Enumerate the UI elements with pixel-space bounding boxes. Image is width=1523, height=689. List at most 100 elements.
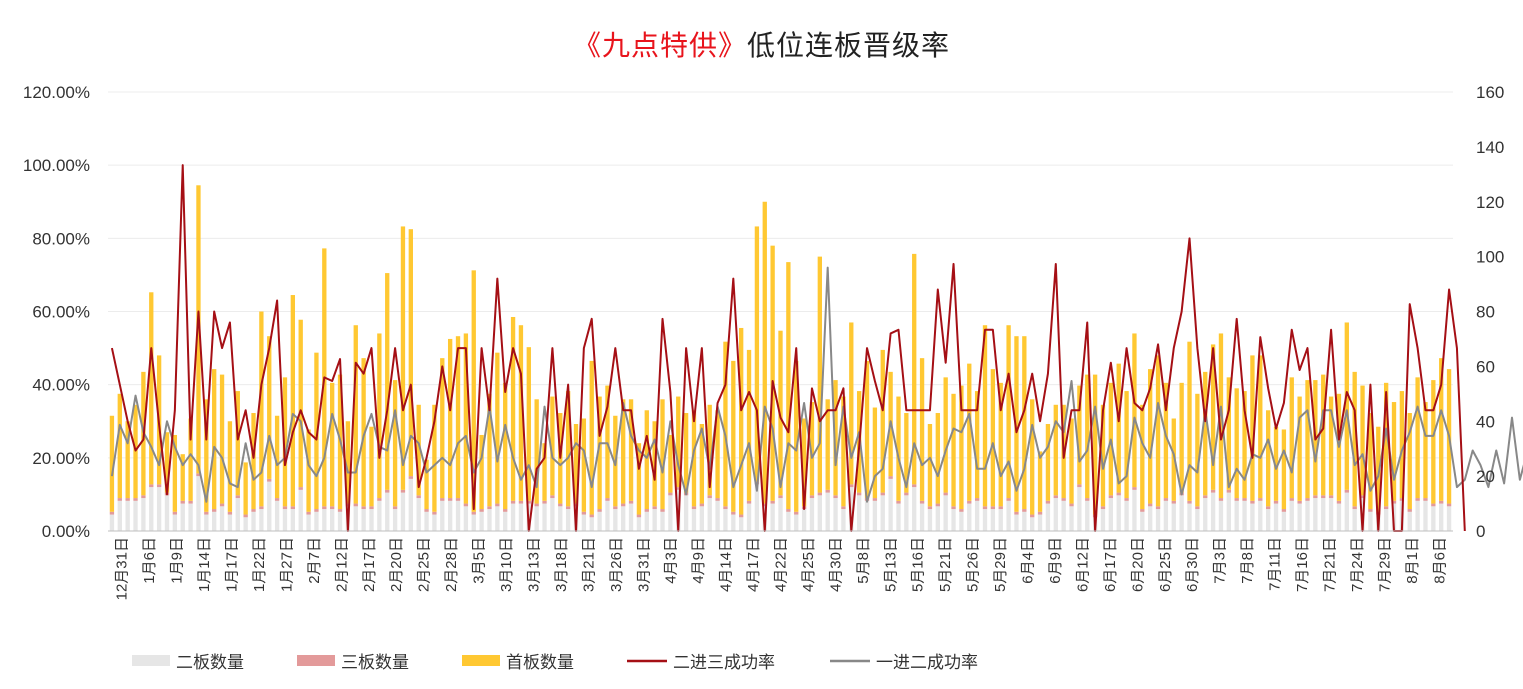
bar-sanban (935, 503, 940, 507)
bar-sanban (1439, 500, 1444, 504)
bar-erban (691, 509, 697, 531)
bar-erban (1069, 506, 1074, 531)
bar-erban (479, 511, 484, 531)
bar-erban (683, 495, 689, 531)
y-left-tick-label: 0.00% (42, 522, 90, 541)
x-tick-label: 4月17日 (745, 537, 762, 592)
bar-sanban (235, 495, 240, 499)
bar-shouban (447, 338, 453, 499)
bar-shouban (974, 391, 980, 499)
bar-sanban (1085, 498, 1090, 501)
bar-sanban (597, 509, 602, 512)
bar-sanban (156, 484, 162, 488)
bar-erban (746, 503, 752, 531)
x-tick-label: 6月30日 (1184, 537, 1201, 592)
y-right-tick-label: 100 (1476, 248, 1504, 267)
bar-shouban (1258, 355, 1263, 499)
line-erjin-success-rate (110, 164, 1466, 532)
bar-erban (503, 511, 508, 531)
bar-erban (1423, 500, 1428, 531)
bar-erban (565, 509, 571, 531)
bar-sanban (621, 503, 626, 507)
bar-sanban (880, 492, 885, 496)
bar-shouban (872, 407, 878, 499)
x-tick-label: 5月21日 (937, 537, 954, 592)
y-right-tick-label: 140 (1476, 138, 1504, 157)
bar-sanban (392, 506, 398, 510)
bar-shouban (1014, 336, 1019, 512)
bar-sanban (385, 489, 390, 493)
bar-shouban (699, 423, 705, 504)
y-left-tick-label: 80.00% (32, 229, 90, 248)
bar-sanban (1344, 489, 1349, 493)
bar-shouban (1030, 399, 1035, 515)
bar-shouban (274, 415, 280, 499)
bar-erban (125, 500, 130, 531)
bar-shouban (534, 399, 539, 504)
bar-shouban (621, 399, 626, 504)
x-tick-label: 3月31日 (635, 537, 652, 592)
bar-erban (880, 495, 885, 531)
bar-shouban (754, 226, 760, 482)
bar-shouban (196, 185, 201, 474)
bar-erban (235, 498, 240, 531)
bar-sanban (731, 511, 736, 515)
bar-shouban (967, 363, 972, 501)
bar-erban (597, 511, 602, 531)
bar-shouban (227, 421, 233, 512)
bar-erban (180, 503, 185, 531)
x-tick-label: 4月14日 (718, 537, 735, 592)
bar-sanban (1305, 498, 1310, 501)
bar-sanban (652, 506, 657, 510)
bar-sanban (762, 503, 767, 507)
bar-erban (1045, 503, 1051, 531)
y-right-tick-label: 60 (1476, 357, 1495, 376)
x-tick-label: 4月3日 (663, 537, 680, 584)
bar-sanban (1014, 511, 1019, 515)
bar-erban (1148, 506, 1153, 531)
x-tick-label: 7月29日 (1376, 537, 1393, 592)
bar-shouban (1431, 380, 1436, 504)
bar-shouban (117, 393, 122, 499)
bar-shouban (416, 404, 421, 496)
chart-title: 《九点特供》低位连板晋级率 (0, 24, 1523, 64)
bar-erban (432, 514, 437, 531)
bar-erban (117, 500, 122, 531)
bar-shouban (526, 347, 531, 501)
bar-shouban (495, 352, 500, 504)
x-tick-label: 4月30日 (827, 537, 844, 592)
bar-sanban (518, 500, 524, 504)
bar-erban (510, 503, 516, 531)
bar-erban (919, 503, 925, 531)
x-tick-label: 5月13日 (882, 537, 899, 592)
bar-shouban (1124, 391, 1129, 499)
bar-shouban (1179, 382, 1184, 493)
bar-sanban (974, 498, 980, 501)
bar-sanban (951, 506, 956, 510)
bar-sanban (1037, 511, 1043, 515)
x-tick-label: 6月25日 (1157, 537, 1174, 592)
bar-shouban (1297, 396, 1302, 501)
bar-sanban (1368, 509, 1373, 512)
bar-shouban (1100, 404, 1106, 507)
bar-sanban (904, 492, 909, 496)
bar-shouban (1006, 325, 1011, 499)
bar-sanban (1203, 495, 1208, 499)
bar-sanban (1030, 514, 1035, 518)
bar-shouban (1085, 374, 1090, 499)
bar-erban (1383, 509, 1389, 531)
bar-erban (447, 500, 453, 531)
bar-sanban (723, 506, 728, 510)
bar-sanban (809, 495, 815, 499)
bar-sanban (550, 495, 555, 499)
bar-sanban (471, 511, 476, 515)
bar-shouban (180, 454, 185, 501)
bar-sanban (1108, 495, 1114, 499)
bar-erban (644, 511, 649, 531)
bar-shouban (676, 396, 681, 488)
x-tick-label: 1月9日 (169, 537, 186, 584)
bar-shouban (1391, 402, 1397, 501)
bar-sanban (1250, 500, 1255, 504)
bar-erban (558, 506, 563, 531)
bar-sanban (463, 503, 469, 507)
